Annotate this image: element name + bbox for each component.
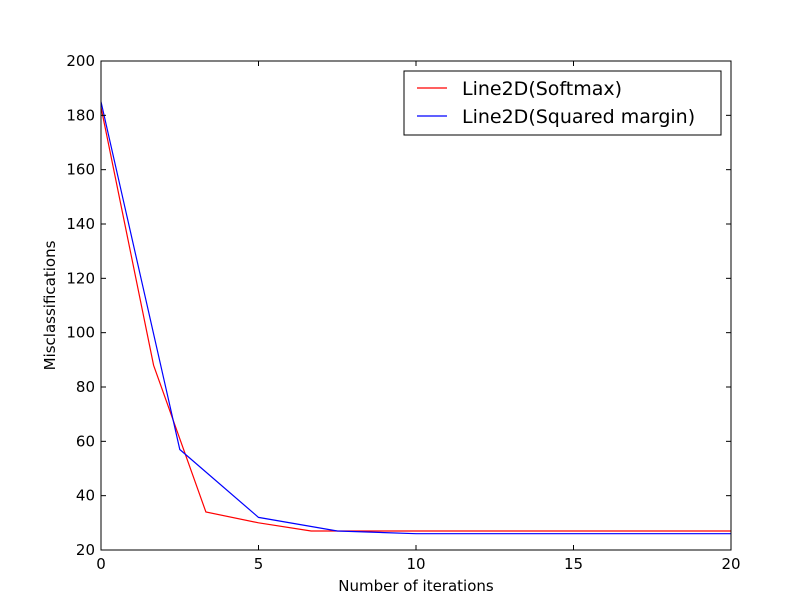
y-tick-label: 60 [76,432,95,450]
x-tick-label: 5 [254,555,264,573]
y-tick-label: 160 [66,161,95,179]
x-tick-label: 10 [406,555,425,573]
y-tick-label: 200 [66,52,95,70]
y-tick-label: 100 [66,324,95,342]
y-tick-label: 80 [76,378,95,396]
x-tick-label: 0 [96,555,106,573]
x-tick-label: 15 [564,555,583,573]
series-line-1 [100,107,731,532]
y-tick-label: 140 [66,215,95,233]
legend: Line2D(Softmax) Line2D(Squared margin) [403,70,722,136]
y-tick-label: 40 [76,487,95,505]
ticks-layer: 0 5 10 15 20 20 40 60 80 100 120 140 160 180 200 [66,52,740,573]
series-line-2 [100,101,731,535]
y-axis-label: Misclassifications [41,240,59,370]
x-tick-label: 20 [721,555,740,573]
y-tick-label: 120 [66,269,95,287]
legend-box [403,70,722,136]
series-layer [100,101,731,535]
x-axis-label: Number of iterations [338,577,494,595]
y-tick-label: 20 [76,541,95,559]
legend-label-2: Line2D(Squared margin) [462,106,695,128]
legend-label-1: Line2D(Softmax) [462,78,622,100]
y-tick-label: 180 [66,106,95,124]
